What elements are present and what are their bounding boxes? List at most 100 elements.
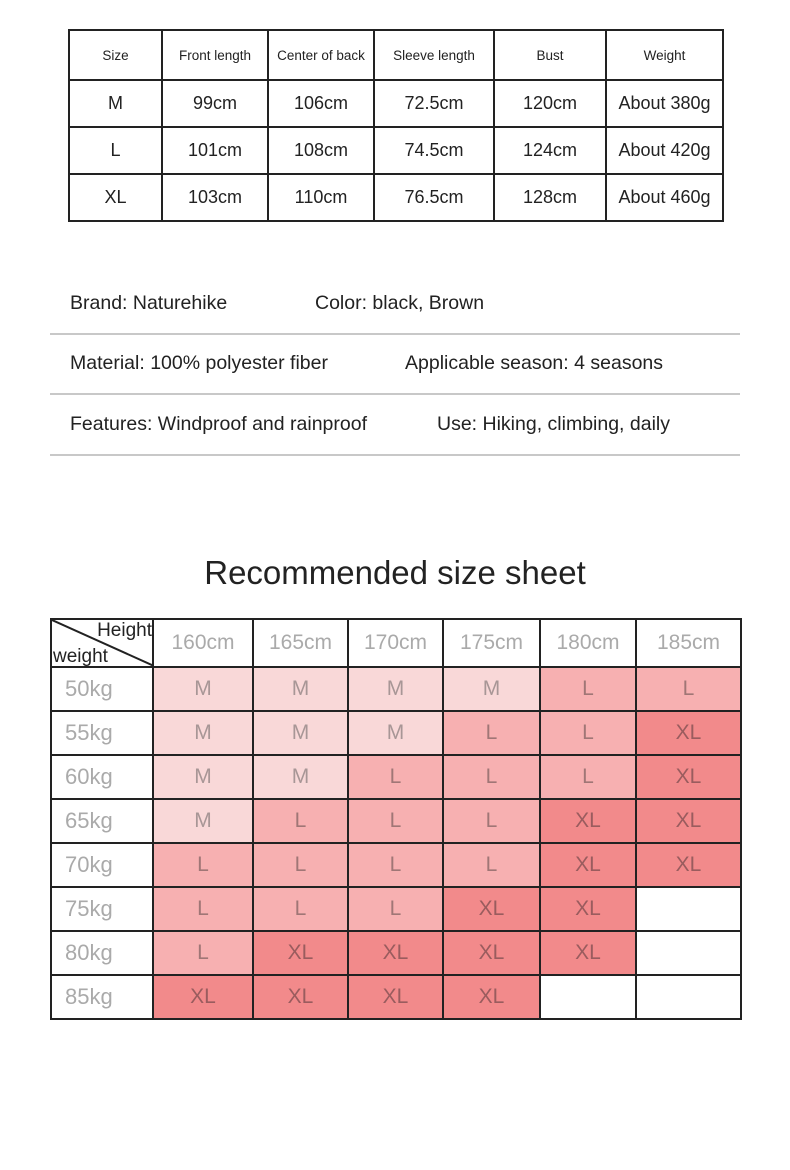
spec-row: L 101cm 108cm 74.5cm 124cm About 420g xyxy=(68,126,724,175)
size-cell: M xyxy=(347,666,444,712)
size-cell: L xyxy=(539,666,637,712)
size-sheet-header-row: Height weight 160cm 165cm 170cm 175cm 180cm 185… xyxy=(50,618,742,668)
weight-label: 85kg xyxy=(50,974,154,1020)
size-cell: L xyxy=(347,798,444,844)
size-cell: L xyxy=(347,886,444,932)
size-cell: XL xyxy=(252,930,349,976)
spec-cell: 120cm xyxy=(493,79,607,128)
size-cell xyxy=(635,930,742,976)
size-cell: L xyxy=(347,754,444,800)
size-cell: XL xyxy=(442,930,541,976)
size-cell: L xyxy=(152,842,254,888)
spec-header-cell: Bust xyxy=(493,29,607,81)
height-header: 180cm xyxy=(539,618,637,668)
size-cell: XL xyxy=(347,974,444,1020)
spec-header-row: Size Front length Center of back Sleeve len… xyxy=(68,29,724,81)
size-cell: XL xyxy=(152,974,254,1020)
spec-cell: 106cm xyxy=(267,79,375,128)
size-cell: L xyxy=(252,842,349,888)
weight-label: 75kg xyxy=(50,886,154,932)
size-sheet-row: 80kg L XL XL XL XL xyxy=(50,930,742,976)
size-cell: M xyxy=(152,798,254,844)
spec-cell: 74.5cm xyxy=(373,126,495,175)
height-header: 165cm xyxy=(252,618,349,668)
spec-row: M 99cm 106cm 72.5cm 120cm About 380g xyxy=(68,79,724,128)
size-cell: L xyxy=(252,886,349,932)
height-header: 185cm xyxy=(635,618,742,668)
size-sheet-row: 50kg M M M M L L xyxy=(50,666,742,712)
spec-cell: 103cm xyxy=(161,173,269,222)
size-cell: XL xyxy=(635,842,742,888)
size-sheet-title: Recommended size sheet xyxy=(204,554,586,591)
size-cell: L xyxy=(442,842,541,888)
weight-label: 50kg xyxy=(50,666,154,712)
spec-row: XL 103cm 110cm 76.5cm 128cm About 460g xyxy=(68,173,724,222)
size-cell: M xyxy=(442,666,541,712)
size-sheet-row: 70kg L L L L XL XL xyxy=(50,842,742,888)
size-cell: XL xyxy=(539,842,637,888)
spec-cell: 99cm xyxy=(161,79,269,128)
size-cell: XL xyxy=(539,798,637,844)
spec-cell: XL xyxy=(68,173,163,222)
spec-cell: 76.5cm xyxy=(373,173,495,222)
size-sheet-row: 55kg M M M L L XL xyxy=(50,710,742,756)
height-header: 160cm xyxy=(152,618,254,668)
size-cell: L xyxy=(347,842,444,888)
size-cell: M xyxy=(152,666,254,712)
spec-cell: L xyxy=(68,126,163,175)
weight-label: 60kg xyxy=(50,754,154,800)
spec-cell: 72.5cm xyxy=(373,79,495,128)
info-row: Material: 100% polyester fiber Applicable… xyxy=(50,333,740,395)
spec-header-cell: Center of back xyxy=(267,29,375,81)
spec-cell: M xyxy=(68,79,163,128)
info-item: Applicable season: 4 seasons xyxy=(405,352,664,374)
size-cell: M xyxy=(252,666,349,712)
size-cell xyxy=(635,974,742,1020)
weight-label: 70kg xyxy=(50,842,154,888)
size-cell: M xyxy=(152,710,254,756)
size-cell: L xyxy=(635,666,742,712)
size-cell: M xyxy=(252,754,349,800)
size-cell: L xyxy=(539,710,637,756)
size-cell xyxy=(539,974,637,1020)
corner-cell: Height weight xyxy=(50,618,154,668)
size-cell: L xyxy=(442,798,541,844)
info-row: Brand: Naturehike Color: black, Brown xyxy=(50,273,740,335)
spec-cell: 110cm xyxy=(267,173,375,222)
size-cell: M xyxy=(152,754,254,800)
size-cell: M xyxy=(252,710,349,756)
size-cell: L xyxy=(442,710,541,756)
size-cell: XL xyxy=(442,974,541,1020)
size-cell: XL xyxy=(252,974,349,1020)
spec-cell: 101cm xyxy=(161,126,269,175)
spec-cell: 124cm xyxy=(493,126,607,175)
diagonal-divider xyxy=(52,620,154,666)
size-cell: L xyxy=(539,754,637,800)
spec-header-cell: Weight xyxy=(605,29,724,81)
weight-label: 55kg xyxy=(50,710,154,756)
spec-header-cell: Front length xyxy=(161,29,269,81)
size-cell: XL xyxy=(347,930,444,976)
size-sheet-row: 65kg M L L L XL XL xyxy=(50,798,742,844)
size-cell: XL xyxy=(635,710,742,756)
size-cell: L xyxy=(252,798,349,844)
height-header: 170cm xyxy=(347,618,444,668)
spec-cell: About 380g xyxy=(605,79,724,128)
size-cell xyxy=(635,886,742,932)
height-header: 175cm xyxy=(442,618,541,668)
size-cell: XL xyxy=(539,930,637,976)
info-item: Material: 100% polyester fiber xyxy=(70,352,328,374)
info-item: Brand: Naturehike xyxy=(70,292,228,314)
info-item: Color: black, Brown xyxy=(315,292,485,314)
size-sheet-row: 75kg L L L XL XL xyxy=(50,886,742,932)
size-cell: M xyxy=(347,710,444,756)
corner-height-label: Height xyxy=(97,620,152,641)
spec-cell: 128cm xyxy=(493,173,607,222)
weight-label: 65kg xyxy=(50,798,154,844)
size-sheet-row: 85kg XL XL XL XL xyxy=(50,974,742,1020)
weight-label: 80kg xyxy=(50,930,154,976)
size-cell: XL xyxy=(539,886,637,932)
spec-cell: About 460g xyxy=(605,173,724,222)
size-cell: L xyxy=(152,930,254,976)
spec-header-cell: Sleeve length xyxy=(373,29,495,81)
